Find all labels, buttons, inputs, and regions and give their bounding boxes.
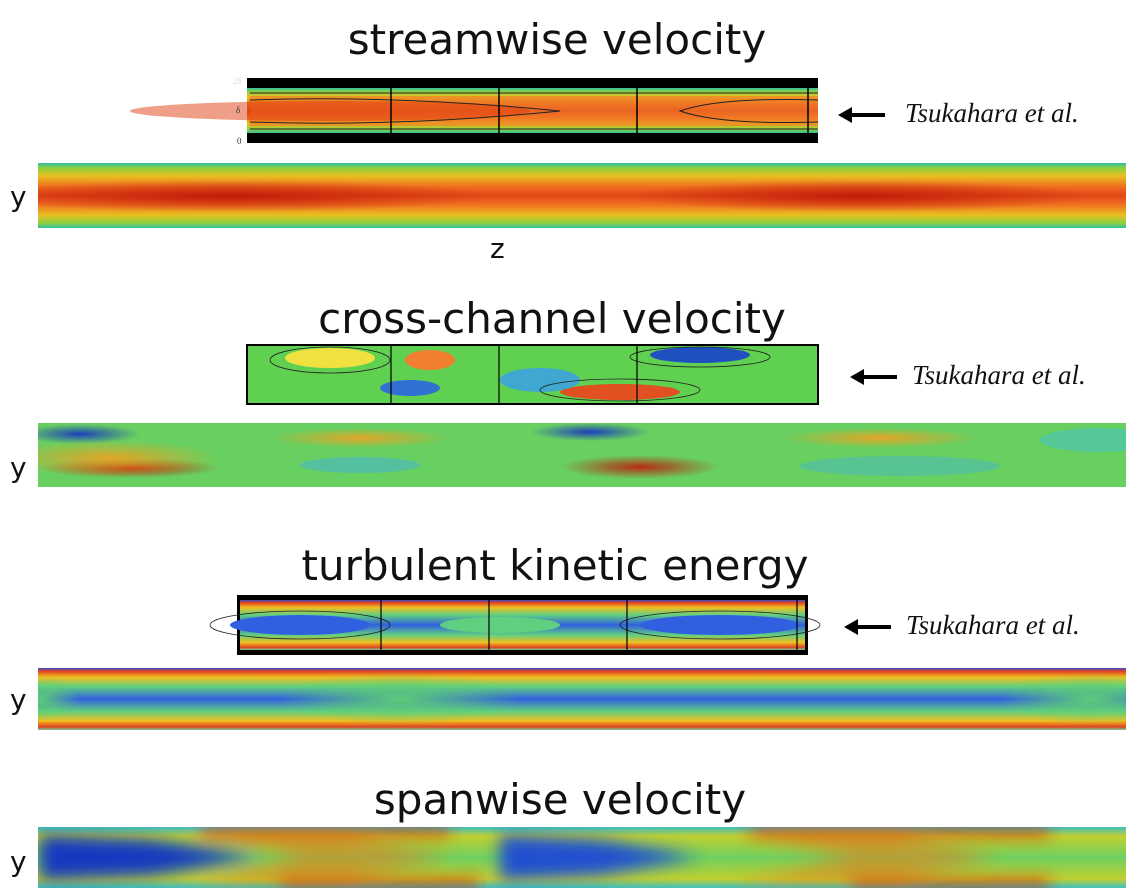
tick-label: 2δ xyxy=(233,76,242,86)
panel-title: streamwise velocity xyxy=(348,15,766,64)
tick-label: 0 xyxy=(237,136,242,146)
axis-label: y xyxy=(10,180,27,213)
panel-title: turbulent kinetic energy xyxy=(302,541,809,590)
axis-label: y xyxy=(10,845,27,878)
arrow xyxy=(838,107,885,123)
panel-title: cross-channel velocity xyxy=(318,294,786,343)
contour-strip xyxy=(38,668,1126,730)
panel-title: spanwise velocity xyxy=(374,775,746,824)
axis-label: y xyxy=(10,683,27,716)
axis-label: z xyxy=(490,232,505,265)
tick-label: δ xyxy=(236,105,240,115)
reference-plot xyxy=(209,595,821,655)
reference-plot xyxy=(246,344,819,405)
axis-label: y xyxy=(10,451,27,484)
reference-plot: 2δ δ 0 xyxy=(130,76,819,146)
reference-label: Tsukahara et al. xyxy=(905,98,1079,128)
contour-strip xyxy=(38,423,1126,487)
reference-label: Tsukahara et al. xyxy=(912,360,1086,390)
arrow xyxy=(850,369,897,385)
arrow xyxy=(844,619,891,635)
contour-strip xyxy=(38,827,1126,888)
contour-strip xyxy=(38,163,1126,228)
reference-label: Tsukahara et al. xyxy=(906,610,1080,640)
